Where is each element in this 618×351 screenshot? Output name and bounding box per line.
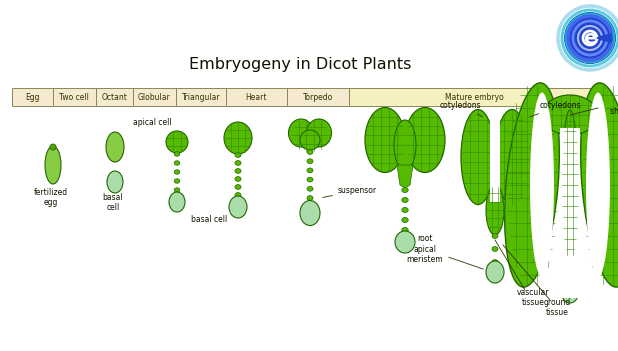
FancyBboxPatch shape bbox=[176, 88, 226, 106]
Text: basal cell: basal cell bbox=[191, 215, 227, 224]
Ellipse shape bbox=[289, 119, 313, 147]
Ellipse shape bbox=[307, 150, 313, 154]
Text: e: e bbox=[583, 29, 597, 48]
Ellipse shape bbox=[567, 283, 573, 287]
Ellipse shape bbox=[395, 231, 415, 253]
Ellipse shape bbox=[107, 171, 123, 193]
Circle shape bbox=[564, 12, 616, 64]
Ellipse shape bbox=[307, 177, 313, 182]
FancyBboxPatch shape bbox=[133, 88, 176, 106]
FancyBboxPatch shape bbox=[12, 88, 53, 106]
Ellipse shape bbox=[307, 186, 313, 191]
Text: root
apical
meristem: root apical meristem bbox=[407, 234, 483, 269]
Ellipse shape bbox=[174, 188, 180, 192]
Ellipse shape bbox=[402, 207, 408, 213]
Ellipse shape bbox=[492, 260, 498, 264]
Ellipse shape bbox=[174, 161, 180, 165]
Text: ground
tissue: ground tissue bbox=[543, 298, 570, 317]
Text: Egg: Egg bbox=[25, 93, 40, 101]
Ellipse shape bbox=[586, 93, 610, 278]
Ellipse shape bbox=[235, 193, 241, 197]
Ellipse shape bbox=[235, 153, 241, 157]
Text: apical cell: apical cell bbox=[133, 118, 172, 127]
Ellipse shape bbox=[106, 132, 124, 162]
FancyBboxPatch shape bbox=[96, 88, 133, 106]
Ellipse shape bbox=[50, 144, 56, 150]
Ellipse shape bbox=[562, 110, 578, 260]
Ellipse shape bbox=[402, 227, 408, 233]
Ellipse shape bbox=[461, 110, 495, 205]
Ellipse shape bbox=[235, 161, 241, 165]
FancyBboxPatch shape bbox=[490, 112, 500, 202]
Ellipse shape bbox=[307, 168, 313, 173]
Ellipse shape bbox=[365, 107, 405, 172]
Ellipse shape bbox=[405, 107, 445, 172]
Text: suspensor: suspensor bbox=[323, 186, 377, 198]
Ellipse shape bbox=[300, 130, 320, 150]
Ellipse shape bbox=[492, 234, 498, 238]
Ellipse shape bbox=[169, 192, 185, 212]
Ellipse shape bbox=[174, 170, 180, 174]
Ellipse shape bbox=[543, 95, 598, 135]
Ellipse shape bbox=[505, 83, 559, 287]
Text: Embryogeny in Dicot Plants: Embryogeny in Dicot Plants bbox=[189, 57, 411, 72]
Ellipse shape bbox=[492, 247, 498, 251]
Ellipse shape bbox=[562, 285, 578, 303]
Polygon shape bbox=[397, 165, 413, 188]
Ellipse shape bbox=[174, 179, 180, 183]
Text: cotyledons: cotyledons bbox=[0, 350, 1, 351]
Ellipse shape bbox=[530, 93, 554, 278]
Ellipse shape bbox=[402, 198, 408, 203]
Text: fertilized
egg: fertilized egg bbox=[34, 188, 68, 207]
Text: cotyledons: cotyledons bbox=[440, 101, 483, 117]
Ellipse shape bbox=[567, 271, 573, 276]
FancyBboxPatch shape bbox=[53, 88, 96, 106]
Ellipse shape bbox=[235, 168, 241, 173]
Text: Triangular: Triangular bbox=[182, 93, 220, 101]
Text: Two cell: Two cell bbox=[59, 93, 89, 101]
Ellipse shape bbox=[486, 261, 504, 283]
Ellipse shape bbox=[495, 110, 529, 205]
Text: Torpedo: Torpedo bbox=[303, 93, 333, 101]
Ellipse shape bbox=[486, 185, 504, 235]
Ellipse shape bbox=[235, 177, 241, 181]
Text: shoot apical meristem: shoot apical meristem bbox=[610, 107, 618, 116]
Ellipse shape bbox=[300, 200, 320, 225]
Ellipse shape bbox=[580, 83, 618, 287]
FancyBboxPatch shape bbox=[560, 128, 580, 298]
Ellipse shape bbox=[307, 196, 313, 200]
FancyBboxPatch shape bbox=[287, 88, 349, 106]
Text: Globular: Globular bbox=[138, 93, 171, 101]
Ellipse shape bbox=[402, 217, 408, 223]
Ellipse shape bbox=[174, 152, 180, 156]
Ellipse shape bbox=[45, 146, 61, 184]
Ellipse shape bbox=[394, 120, 416, 170]
Ellipse shape bbox=[307, 119, 331, 147]
Text: basal
cell: basal cell bbox=[103, 193, 124, 212]
Ellipse shape bbox=[402, 187, 408, 193]
Text: vascular
tissue: vascular tissue bbox=[517, 288, 549, 307]
Ellipse shape bbox=[235, 185, 241, 190]
FancyBboxPatch shape bbox=[349, 88, 599, 106]
FancyBboxPatch shape bbox=[226, 88, 287, 106]
Ellipse shape bbox=[224, 122, 252, 154]
Ellipse shape bbox=[307, 159, 313, 164]
Ellipse shape bbox=[567, 260, 573, 264]
Text: cotyledons: cotyledons bbox=[530, 101, 582, 117]
Text: Octant: Octant bbox=[101, 93, 127, 101]
Ellipse shape bbox=[166, 131, 188, 153]
Ellipse shape bbox=[229, 196, 247, 218]
Text: Mature embryo: Mature embryo bbox=[445, 93, 504, 101]
Text: Heart: Heart bbox=[246, 93, 267, 101]
